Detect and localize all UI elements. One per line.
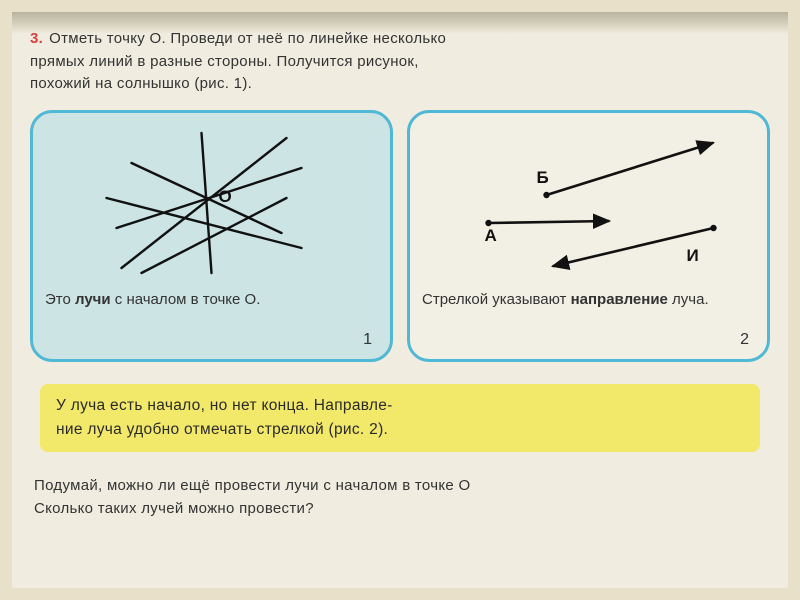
bottom-line1: Подумай, можно ли ещё провести лучи с на… <box>34 477 470 494</box>
caption-right-post: луча. <box>668 291 709 308</box>
page-inner: 3. Отметь точку О. Проведи от неё по лине… <box>12 12 788 588</box>
page-outer: 3. Отметь точку О. Проведи от неё по лине… <box>0 0 800 600</box>
svg-text:Б: Б <box>537 168 549 187</box>
panel-left-number: 1 <box>363 331 372 349</box>
highlight-box: У луча есть начало, но нет конца. Направ… <box>40 384 760 452</box>
bottom-line2: Сколько таких лучей можно провести? <box>34 500 314 517</box>
problem-line3: похожий на солнышко (рис. 1). <box>30 75 252 92</box>
panel-right-caption: Стрелкой указывают направление луча. <box>422 289 755 311</box>
rays-diagram: О <box>45 123 378 283</box>
panel-right: Б А И Стрелкой указывают направление луча.… <box>407 110 770 362</box>
caption-left-pre: Это <box>45 291 75 308</box>
panel-left-caption: Это лучи с началом в точке О. <box>45 289 378 311</box>
panel-left: О Это лучи с началом в точке О. 1 <box>30 110 393 362</box>
problem-statement: 3. Отметь точку О. Проведи от неё по лине… <box>30 28 770 96</box>
caption-right-bold: направление <box>571 291 668 308</box>
panels-row: О Это лучи с началом в точке О. 1 <box>30 110 770 362</box>
panel-right-number: 2 <box>740 331 749 349</box>
problem-line2: прямых линий в разные стороны. Получится… <box>30 53 419 70</box>
arrows-diagram: Б А И <box>422 123 755 283</box>
highlight-line1: У луча есть начало, но нет конца. Направ… <box>56 397 393 414</box>
bottom-question: Подумай, можно ли ещё провести лучи с на… <box>30 474 770 521</box>
svg-text:А: А <box>485 226 497 245</box>
caption-left-post: с началом в точке О. <box>111 291 261 308</box>
caption-right-pre: Стрелкой указывают <box>422 291 571 308</box>
svg-text:О: О <box>219 187 232 206</box>
svg-text:И: И <box>687 246 699 265</box>
highlight-line2: ние луча удобно отмечать стрелкой (рис. … <box>56 421 388 438</box>
problem-number: 3. <box>30 30 43 47</box>
caption-left-bold: лучи <box>75 291 111 308</box>
problem-line1: Отметь точку О. Проведи от неё по линейк… <box>49 30 446 47</box>
